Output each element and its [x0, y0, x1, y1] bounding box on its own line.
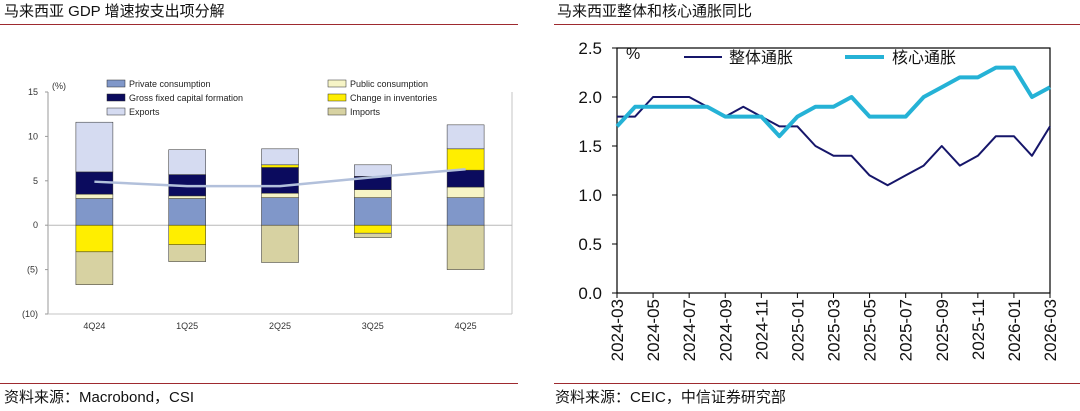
y-tick-label: (10) [22, 309, 38, 319]
legend-swatch-change-in-inventories [327, 93, 347, 102]
gdp-chart-title: 马来西亚 GDP 增速按支出项分解 [4, 3, 225, 20]
bar-exports [75, 121, 114, 173]
legend-label-private-consumption: Private consumption [129, 79, 211, 89]
x-tick-label: 2025-05 [861, 299, 880, 361]
bar-exports [261, 148, 299, 166]
plot-frame [616, 47, 1051, 294]
core-inflation-line [615, 65, 1051, 139]
bar-exports [354, 164, 392, 177]
bar-private-consumption [354, 197, 392, 226]
y-tick-label: 2.5 [578, 39, 602, 58]
bar-private-consumption [446, 197, 485, 226]
bar-public-consumption [261, 192, 299, 198]
inflation-chart-title: 马来西亚整体和核心通胀同比 [557, 3, 753, 20]
bar-gross-fixed-capital-formation [446, 169, 485, 188]
gdp-breakdown-chart: 15 10 5 0 (5) (10) (%) 4Q24 1Q25 2Q25 3Q25 4Q25 Priv… [22, 79, 513, 331]
bar-public-consumption [354, 189, 392, 198]
bar-imports [354, 232, 392, 238]
x-tick-label: 2025-01 [788, 299, 807, 361]
bar-public-consumption [168, 195, 206, 199]
y-tick-label: 5 [33, 176, 38, 186]
bar-exports [446, 124, 485, 150]
legend-label-imports: Imports [350, 107, 381, 117]
y-tick-label: (5) [27, 265, 38, 275]
y-unit-label: (%) [52, 81, 66, 91]
y-tick-label: 15 [28, 87, 38, 97]
legend-swatch-imports [327, 107, 347, 116]
inflation-chart: 0.0 0.5 1.0 1.5 2.0 2.5 2024-03 2024-05 2024-07 2… [578, 39, 1060, 361]
bar-private-consumption [75, 198, 114, 226]
inflation-title-rule [554, 24, 1080, 25]
y-tick-label: 0.5 [578, 235, 602, 254]
x-tick-label: 2024-11 [752, 299, 771, 360]
x-tick-label: 2024-09 [716, 299, 735, 361]
y-unit-label: % [626, 46, 640, 63]
bar-imports [446, 224, 485, 270]
bar-imports [261, 224, 299, 263]
bar-change-in-inventories [168, 224, 206, 245]
legend-label-public-consumption: Public consumption [350, 79, 428, 89]
x-tick-label: 2024-05 [644, 299, 663, 361]
x-tick-label: 2025-09 [933, 299, 952, 361]
bar-change-in-inventories [261, 164, 299, 168]
bar-change-in-inventories [75, 224, 114, 253]
legend-label-headline-inflation: 整体通胀 [729, 49, 793, 67]
legend-label-gross-fixed-capital-formation: Gross fixed capital formation [129, 93, 243, 103]
y-tick-label: 1.0 [578, 186, 602, 205]
y-tick-label: 0.0 [578, 284, 602, 303]
inflation-chart-source: 资料来源：CEIC，中信证券研究部 [555, 389, 786, 406]
category-label: 4Q24 [83, 321, 105, 331]
bar-change-in-inventories [446, 148, 485, 171]
category-label: 2Q25 [269, 321, 291, 331]
x-tick-label: 2026-03 [1041, 299, 1060, 361]
category-label: 1Q25 [176, 321, 198, 331]
x-tick-label: 2024-07 [680, 299, 699, 361]
legend-label-exports: Exports [129, 107, 160, 117]
inflation-source-rule [554, 383, 1080, 384]
category-label: 4Q25 [455, 321, 477, 331]
gdp-source-rule [0, 383, 518, 384]
legend-swatch-public-consumption [327, 79, 347, 88]
x-tick-label: 2025-11 [969, 299, 988, 360]
legend-swatch-gross-fixed-capital-formation [106, 93, 126, 102]
legend-swatch-private-consumption [106, 79, 126, 88]
bar-private-consumption [168, 198, 206, 226]
x-tick-label: 2025-03 [825, 299, 844, 361]
bar-change-in-inventories [354, 224, 392, 234]
bar-public-consumption [75, 193, 114, 199]
legend-label-change-in-inventories: Change in inventories [350, 93, 438, 103]
x-tick-label: 2025-07 [897, 299, 916, 361]
bar-imports [168, 244, 206, 262]
bar-public-consumption [446, 186, 485, 198]
y-tick-label: 0 [33, 220, 38, 230]
bar-private-consumption [261, 197, 299, 226]
headline-inflation-line [617, 96, 1051, 187]
legend-swatch-exports [106, 107, 126, 116]
x-tick-label: 2024-03 [608, 299, 627, 361]
y-tick-label: 10 [28, 131, 38, 141]
bar-exports [168, 149, 206, 175]
x-tick-label: 2026-01 [1005, 299, 1024, 361]
gdp-chart-source: 资料来源：Macrobond，CSI [4, 389, 195, 406]
gdp-title-rule [0, 24, 518, 25]
legend-label-core-inflation: 核心通胀 [892, 49, 956, 67]
bar-imports [75, 251, 114, 285]
gdp-growth-line [94, 168, 466, 188]
y-tick-label: 1.5 [578, 137, 602, 156]
y-tick-label: 2.0 [578, 88, 602, 107]
category-label: 3Q25 [362, 321, 384, 331]
bar-gross-fixed-capital-formation [261, 167, 299, 194]
